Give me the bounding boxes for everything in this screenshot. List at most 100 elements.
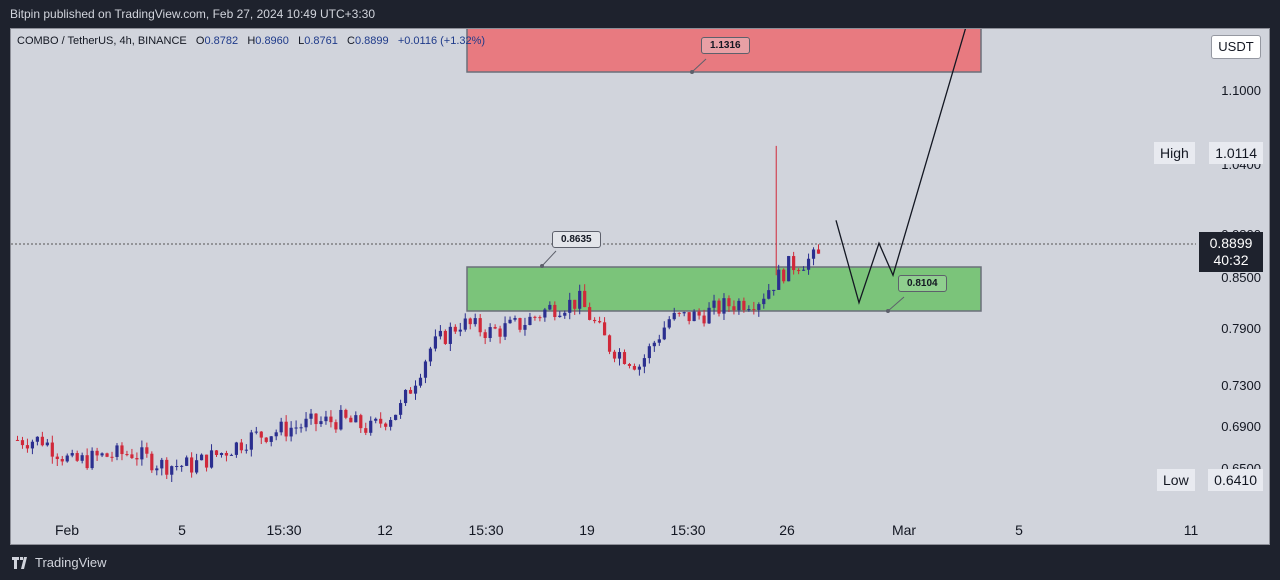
candle-body xyxy=(657,339,661,343)
candle-body xyxy=(239,442,243,451)
candle-body xyxy=(438,330,442,337)
candle-body xyxy=(692,311,696,322)
candle-body xyxy=(702,315,706,324)
candle-body xyxy=(199,454,204,461)
candle-body xyxy=(792,256,796,271)
candle-body xyxy=(742,300,746,310)
candle-body xyxy=(329,416,333,423)
candle-body xyxy=(150,453,154,471)
candle-countdown: 40:32 xyxy=(1213,252,1249,268)
candle-body xyxy=(105,453,109,457)
candle-body xyxy=(797,270,801,272)
candle-body xyxy=(687,312,691,322)
price-tick: 0.7300 xyxy=(1221,378,1261,393)
candle-body xyxy=(25,445,30,449)
candle-body xyxy=(801,269,806,271)
price-tick: 0.7900 xyxy=(1221,321,1261,336)
candle-body xyxy=(35,436,39,442)
candle-body xyxy=(244,449,248,451)
candle-body xyxy=(20,440,25,446)
candle-body xyxy=(747,309,751,311)
candle-body xyxy=(423,361,428,378)
candle-body xyxy=(772,289,776,291)
candle-body xyxy=(448,326,452,344)
candle-body xyxy=(155,468,159,471)
candle-body xyxy=(508,319,512,324)
candle-body xyxy=(229,454,234,456)
candle-body xyxy=(627,364,632,366)
candle-body xyxy=(194,460,199,473)
candle-body xyxy=(757,304,761,310)
candle-body xyxy=(583,290,587,308)
callout-leader-entry xyxy=(541,250,557,267)
candle-body xyxy=(463,318,467,330)
tradingview-brand[interactable]: TradingView xyxy=(12,555,107,570)
resistance-callout[interactable]: 1.1316 xyxy=(701,37,750,54)
footer-brand-name: TradingView xyxy=(35,555,107,570)
candle-body xyxy=(782,269,786,282)
candle-body xyxy=(70,453,74,456)
candle-body xyxy=(254,431,258,433)
candle-body xyxy=(349,417,353,423)
candle-body xyxy=(284,421,288,437)
chart-area[interactable]: COMBO / TetherUS, 4h, BINANCE O0.8782 H0… xyxy=(10,28,1270,545)
open-value: 0.8782 xyxy=(204,35,239,47)
time-tick: 5 xyxy=(178,522,186,538)
candle-body xyxy=(274,432,278,437)
candle-body xyxy=(75,453,79,461)
footer-bar: TradingView xyxy=(0,545,1280,580)
candle-body xyxy=(190,457,194,473)
candle-body xyxy=(806,258,811,270)
candle-body xyxy=(712,300,716,308)
candle-body xyxy=(732,306,736,311)
low-marker-value: 0.6410 xyxy=(1208,469,1263,491)
candle-body xyxy=(622,352,627,365)
candle-body xyxy=(259,431,263,438)
candle-body xyxy=(110,456,114,458)
candle-body xyxy=(727,298,731,307)
candle-body xyxy=(573,299,577,309)
candle-body xyxy=(617,352,622,359)
candle-body xyxy=(543,309,547,318)
currency-unit-button[interactable]: USDT xyxy=(1211,35,1261,59)
candle-body xyxy=(612,351,617,359)
callout-leader-support xyxy=(887,296,905,312)
symbol-legend: COMBO / TetherUS, 4h, BINANCE O0.8782 H0… xyxy=(17,35,485,47)
candle-body xyxy=(642,358,646,367)
symbol-name: COMBO / TetherUS, 4h, BINANCE xyxy=(17,35,187,47)
candle-body xyxy=(185,457,189,466)
candle-body xyxy=(334,422,338,430)
time-axis[interactable]: Feb 5 15:30 12 15:30 19 15:30 26 Mar 5 1… xyxy=(11,516,1269,544)
candle-body xyxy=(493,327,497,329)
low-label: L xyxy=(298,35,305,47)
change-value: +0.0116 (+1.32%) xyxy=(397,35,486,47)
candle-body xyxy=(652,342,656,347)
candle-body xyxy=(528,316,532,325)
candle-body xyxy=(209,450,214,468)
candle-body xyxy=(588,307,592,320)
support-callout[interactable]: 0.8104 xyxy=(898,275,947,292)
candle-body xyxy=(314,413,318,425)
candle-body xyxy=(607,335,612,352)
price-axis[interactable]: USDT 1.1000 1.0400 0.9800 0.8500 0.7900 … xyxy=(1193,29,1269,517)
candle-body xyxy=(578,290,582,309)
candle-body xyxy=(458,329,462,332)
candle-body xyxy=(677,312,681,314)
candle-body xyxy=(398,403,403,415)
candle-body xyxy=(140,447,144,460)
chart-plot[interactable] xyxy=(11,29,1270,545)
candle-body xyxy=(30,441,35,449)
candle-body xyxy=(175,465,179,467)
entry-callout[interactable]: 0.8635 xyxy=(552,231,601,248)
high-marker-label: High xyxy=(1154,142,1195,164)
candle-body xyxy=(767,290,771,299)
publish-info: Bitpin published on TradingView.com, Feb… xyxy=(10,7,376,21)
callout-leader-resistance xyxy=(691,58,707,73)
candle-body xyxy=(498,328,502,337)
candle-body xyxy=(15,439,20,441)
time-tick: 11 xyxy=(1183,522,1199,538)
candle-body xyxy=(224,452,229,456)
candle-body xyxy=(593,319,597,322)
candle-body xyxy=(304,418,308,428)
candle-body xyxy=(344,409,348,418)
